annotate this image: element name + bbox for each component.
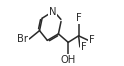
Text: Br: Br	[17, 34, 28, 44]
Text: F: F	[89, 35, 95, 45]
Text: F: F	[76, 13, 81, 23]
Text: F: F	[81, 42, 86, 52]
Text: OH: OH	[61, 55, 76, 65]
Text: N: N	[49, 7, 56, 17]
